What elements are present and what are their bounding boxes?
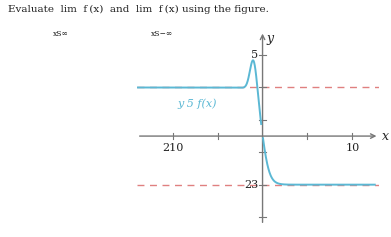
- Text: 5: 5: [251, 50, 258, 60]
- Text: x: x: [382, 130, 389, 143]
- Text: 10: 10: [345, 143, 359, 153]
- Text: Evaluate  lim  f (x)  and  lim  f (x) using the figure.: Evaluate lim f (x) and lim f (x) using t…: [8, 5, 269, 14]
- Text: 23: 23: [244, 180, 258, 190]
- Text: xS−∞: xS−∞: [151, 30, 173, 38]
- Text: y: y: [266, 32, 273, 46]
- Text: xS∞: xS∞: [53, 30, 69, 38]
- Text: 210: 210: [162, 143, 183, 153]
- Text: y 5 f(x): y 5 f(x): [177, 98, 217, 109]
